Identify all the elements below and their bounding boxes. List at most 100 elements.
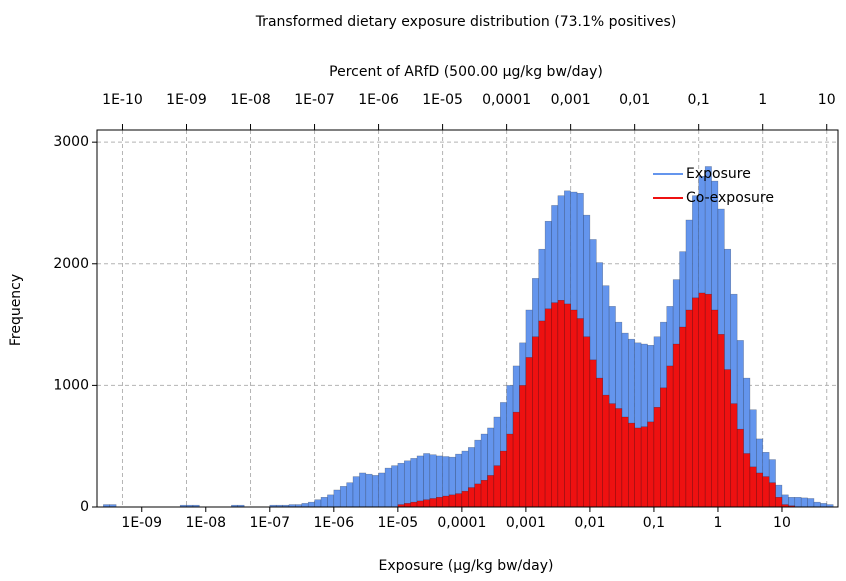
x-tick-label: 0,1 — [643, 515, 665, 531]
bar — [500, 450, 507, 508]
bar — [314, 499, 322, 508]
x-tick-label: 1E-06 — [314, 515, 355, 531]
chart-title: Transformed dietary exposure distributio… — [255, 14, 677, 30]
top-axis-label: Percent of ARfD (500.00 µg/kg bw/day) — [329, 64, 603, 80]
top-tick-label: 1E-05 — [422, 92, 463, 108]
bar — [487, 475, 495, 508]
bar — [403, 503, 411, 508]
bar — [512, 411, 520, 508]
bar — [756, 472, 764, 508]
bar — [301, 503, 309, 508]
bar — [743, 453, 751, 508]
bar — [640, 426, 648, 508]
y-tick-label: 1000 — [53, 377, 89, 393]
bar — [403, 460, 411, 508]
bar — [525, 357, 533, 508]
bar — [685, 309, 693, 508]
bar — [653, 407, 661, 508]
bar — [333, 489, 341, 508]
top-tick-label: 10 — [818, 92, 836, 108]
bar — [474, 483, 482, 508]
bar — [736, 428, 744, 508]
bar — [436, 497, 443, 508]
bar — [660, 387, 667, 508]
bar — [384, 467, 392, 508]
top-tick-label: 0,1 — [688, 92, 710, 108]
bar — [576, 318, 584, 508]
bar — [307, 501, 315, 508]
bar — [692, 297, 699, 508]
bar — [557, 300, 565, 508]
bar — [813, 501, 821, 508]
bar — [615, 408, 623, 508]
bar — [794, 497, 802, 508]
bar — [717, 334, 725, 508]
x-tick-label: 1E-09 — [121, 515, 162, 531]
x-tick-label: 0,001 — [506, 515, 546, 531]
bar — [666, 365, 674, 508]
bar — [410, 501, 418, 508]
bar — [589, 359, 597, 508]
bar — [570, 309, 578, 508]
plot-frame — [96, 129, 839, 508]
legend-label: Exposure — [686, 166, 751, 182]
bar — [359, 472, 367, 508]
bar — [532, 336, 539, 508]
bar — [538, 320, 546, 508]
bar — [416, 455, 424, 508]
bar — [775, 497, 783, 508]
legend-label: Co-exposure — [686, 190, 774, 206]
bar — [544, 308, 552, 508]
bar — [391, 465, 399, 508]
top-tick-label: 0,01 — [619, 92, 650, 108]
top-tick-label: 1 — [758, 92, 767, 108]
x-tick-label: 0,0001 — [437, 515, 486, 531]
x-tick-label: 1E-05 — [378, 515, 419, 531]
bar — [672, 343, 680, 508]
x-tick-label: 0,01 — [574, 515, 605, 531]
top-tick-label: 1E-08 — [230, 92, 271, 108]
bar — [698, 292, 706, 508]
bar — [416, 500, 424, 508]
bar — [749, 466, 757, 508]
top-tick-label: 0,001 — [551, 92, 591, 108]
bar — [602, 394, 610, 508]
bar — [378, 472, 386, 508]
bar — [410, 458, 418, 508]
y-tick-label: 3000 — [53, 134, 89, 150]
y-tick-label: 0 — [80, 499, 89, 515]
bar — [647, 421, 655, 508]
bar — [621, 416, 629, 508]
bar — [768, 482, 776, 508]
top-tick-label: 1E-09 — [166, 92, 207, 108]
bar — [468, 487, 475, 508]
bar — [820, 503, 828, 508]
bar — [480, 479, 488, 508]
bar — [551, 302, 559, 508]
bar — [704, 293, 712, 508]
bar — [800, 497, 808, 508]
bar — [679, 326, 687, 508]
top-tick-label: 1E-10 — [102, 92, 143, 108]
bar — [448, 494, 456, 508]
y-axis-label: Frequency — [8, 274, 24, 346]
bar — [807, 498, 815, 508]
x-axis-label: Exposure (µg/kg bw/day) — [379, 558, 554, 574]
bar — [628, 422, 635, 508]
top-tick-label: 1E-07 — [294, 92, 335, 108]
bar — [365, 473, 373, 508]
top-tick-label: 0,0001 — [482, 92, 531, 108]
bar — [346, 482, 354, 508]
bar — [327, 494, 335, 508]
bar — [711, 309, 719, 508]
bar — [583, 336, 591, 508]
bar — [371, 475, 379, 508]
bar — [506, 433, 514, 508]
x-tick-label: 10 — [773, 515, 791, 531]
bar — [519, 385, 527, 508]
bar — [762, 476, 770, 508]
x-tick-label: 1 — [713, 515, 722, 531]
y-tick-label: 2000 — [53, 256, 89, 272]
bar — [455, 493, 463, 508]
